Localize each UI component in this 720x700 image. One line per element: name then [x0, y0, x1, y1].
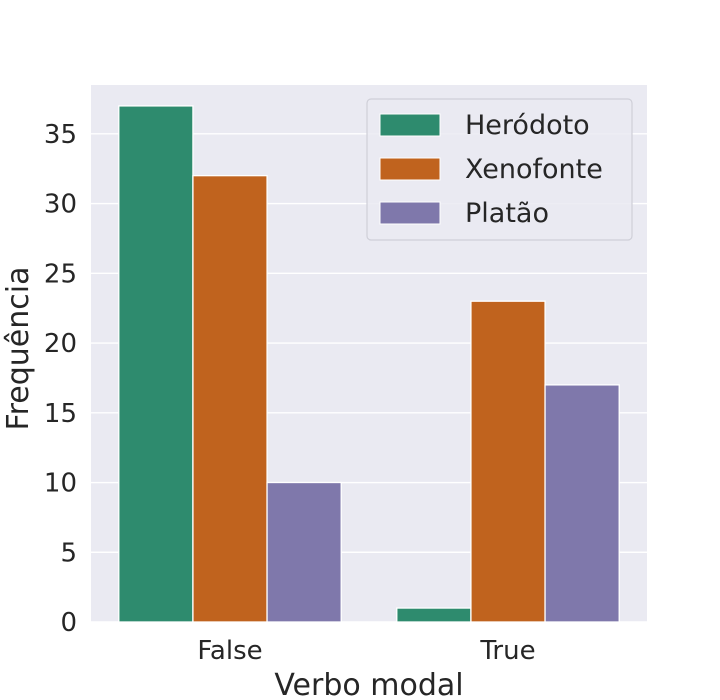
- x-axis-title: Verbo modal: [274, 668, 463, 700]
- y-axis-title: Frequência: [1, 267, 36, 431]
- y-tick-label: 30: [44, 190, 77, 220]
- bar-Xenofonte-False: [192, 175, 268, 623]
- bar-Platão-False: [266, 481, 342, 623]
- legend-label: Xenofonte: [465, 154, 603, 185]
- x-tick-labels: False True: [197, 636, 535, 666]
- bar-Heródoto-False: [118, 105, 194, 623]
- y-tick-label: 0: [60, 608, 77, 638]
- legend-swatch: [379, 157, 441, 181]
- bar-Xenofonte-True: [470, 300, 546, 623]
- y-tick-label: 10: [44, 469, 77, 499]
- legend-label: Heródoto: [465, 110, 590, 141]
- y-tick-label: 25: [44, 259, 77, 289]
- legend-label: Platão: [465, 198, 549, 229]
- legend-swatch: [379, 201, 441, 225]
- bars: [118, 105, 620, 623]
- x-tick-label: True: [479, 636, 535, 666]
- legend: Heródoto Xenofonte Platão: [366, 98, 633, 241]
- y-tick-label: 5: [60, 538, 77, 568]
- y-tick-labels: 0 5 10 15 20 25 30 35: [44, 120, 77, 638]
- x-tick-label: False: [197, 636, 262, 666]
- bar-Heródoto-True: [396, 607, 472, 623]
- bar-Platão-True: [544, 384, 620, 623]
- y-tick-label: 20: [44, 329, 77, 359]
- legend-swatch: [379, 113, 441, 137]
- y-tick-label: 35: [44, 120, 77, 150]
- y-tick-label: 15: [44, 399, 77, 429]
